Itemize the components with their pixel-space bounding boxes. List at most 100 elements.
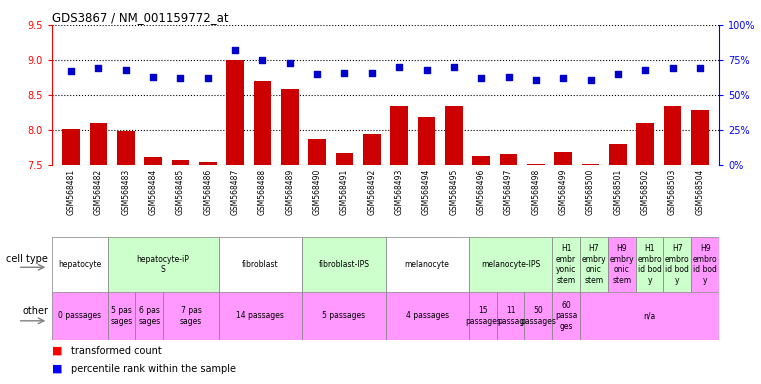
Bar xyxy=(445,106,463,165)
Text: fibroblast: fibroblast xyxy=(242,260,279,269)
Text: melanocyte: melanocyte xyxy=(405,260,450,269)
Text: GSM568495: GSM568495 xyxy=(449,169,458,215)
Text: hepatocyte: hepatocyte xyxy=(58,260,101,269)
Text: GSM568482: GSM568482 xyxy=(94,169,103,215)
Bar xyxy=(691,111,708,165)
Bar xyxy=(308,139,326,165)
Text: GSM568496: GSM568496 xyxy=(476,169,486,215)
Text: 11
passag: 11 passag xyxy=(497,306,524,326)
Bar xyxy=(636,123,654,165)
Bar xyxy=(664,237,691,292)
Bar xyxy=(390,106,408,165)
Text: GSM568501: GSM568501 xyxy=(613,169,622,215)
Point xyxy=(284,60,296,66)
Bar xyxy=(218,292,302,340)
Text: ■: ■ xyxy=(52,346,62,356)
Bar xyxy=(664,106,681,165)
Text: percentile rank within the sample: percentile rank within the sample xyxy=(71,364,236,374)
Text: cell type: cell type xyxy=(6,254,48,264)
Point xyxy=(694,65,706,71)
Text: H1
embr
yonic
stem: H1 embr yonic stem xyxy=(556,244,576,285)
Bar xyxy=(62,129,80,165)
Text: H9
embro
id bod
y: H9 embro id bod y xyxy=(693,244,718,285)
Bar xyxy=(497,292,524,340)
Point xyxy=(475,75,487,81)
Text: GSM568488: GSM568488 xyxy=(258,169,267,215)
Bar xyxy=(226,60,244,165)
Bar xyxy=(363,134,380,165)
Bar xyxy=(580,237,608,292)
Point xyxy=(557,75,569,81)
Text: GSM568491: GSM568491 xyxy=(340,169,349,215)
Text: 5 passages: 5 passages xyxy=(322,311,365,321)
Text: ■: ■ xyxy=(52,364,62,374)
Bar xyxy=(608,237,635,292)
Text: GDS3867 / NM_001159772_at: GDS3867 / NM_001159772_at xyxy=(52,11,228,24)
Bar xyxy=(52,292,107,340)
Bar xyxy=(552,237,580,292)
Bar xyxy=(552,292,580,340)
Text: H7
embry
onic
stem: H7 embry onic stem xyxy=(581,244,607,285)
Bar xyxy=(336,153,353,165)
Bar xyxy=(691,237,719,292)
Text: 5 pas
sages: 5 pas sages xyxy=(110,306,132,326)
Text: GSM568500: GSM568500 xyxy=(586,169,595,215)
Bar xyxy=(581,164,600,165)
Point xyxy=(447,64,460,70)
Text: GSM568493: GSM568493 xyxy=(395,169,403,215)
Bar xyxy=(218,237,302,292)
Bar xyxy=(527,164,545,165)
Text: GSM568503: GSM568503 xyxy=(668,169,677,215)
Bar xyxy=(281,89,299,165)
Point xyxy=(229,47,241,53)
Text: melanocyte-IPS: melanocyte-IPS xyxy=(481,260,540,269)
Text: H1
embro
id bod
y: H1 embro id bod y xyxy=(637,244,662,285)
Bar xyxy=(90,123,107,165)
Text: 6 pas
sages: 6 pas sages xyxy=(139,306,161,326)
Point xyxy=(530,76,542,83)
Text: 60
passa
ges: 60 passa ges xyxy=(555,301,578,331)
Bar xyxy=(554,152,572,165)
Bar xyxy=(469,292,497,340)
Text: GSM568497: GSM568497 xyxy=(504,169,513,215)
Bar xyxy=(386,292,469,340)
Point xyxy=(366,70,378,76)
Bar xyxy=(107,237,218,292)
Text: transformed count: transformed count xyxy=(71,346,162,356)
Bar xyxy=(253,81,272,165)
Text: GSM568499: GSM568499 xyxy=(559,169,568,215)
Point xyxy=(667,65,679,71)
Bar xyxy=(117,131,135,165)
Bar xyxy=(635,237,664,292)
Text: GSM568483: GSM568483 xyxy=(121,169,130,215)
Text: GSM568485: GSM568485 xyxy=(176,169,185,215)
Text: GSM568487: GSM568487 xyxy=(231,169,240,215)
Bar xyxy=(524,292,552,340)
Text: 7 pas
sages: 7 pas sages xyxy=(180,306,202,326)
Bar xyxy=(580,292,719,340)
Text: GSM568481: GSM568481 xyxy=(67,169,75,215)
Text: H7
embro
id bod
y: H7 embro id bod y xyxy=(665,244,689,285)
Text: 4 passages: 4 passages xyxy=(406,311,449,321)
Bar xyxy=(171,160,189,165)
Bar xyxy=(473,156,490,165)
Point xyxy=(92,65,104,71)
Bar xyxy=(107,292,135,340)
Point xyxy=(612,71,624,77)
Text: other: other xyxy=(22,306,48,316)
Text: GSM568502: GSM568502 xyxy=(641,169,650,215)
Text: GSM568486: GSM568486 xyxy=(203,169,212,215)
Point xyxy=(311,71,323,77)
Point xyxy=(256,57,269,63)
Bar xyxy=(302,292,386,340)
Bar xyxy=(199,162,217,165)
Text: GSM568489: GSM568489 xyxy=(285,169,295,215)
Point xyxy=(502,74,514,80)
Point xyxy=(65,68,77,74)
Point xyxy=(147,74,159,80)
Point xyxy=(202,75,214,81)
Text: 14 passages: 14 passages xyxy=(237,311,285,321)
Bar xyxy=(500,154,517,165)
Text: GSM568490: GSM568490 xyxy=(313,169,322,215)
Text: H9
embry
onic
stem: H9 embry onic stem xyxy=(610,244,634,285)
